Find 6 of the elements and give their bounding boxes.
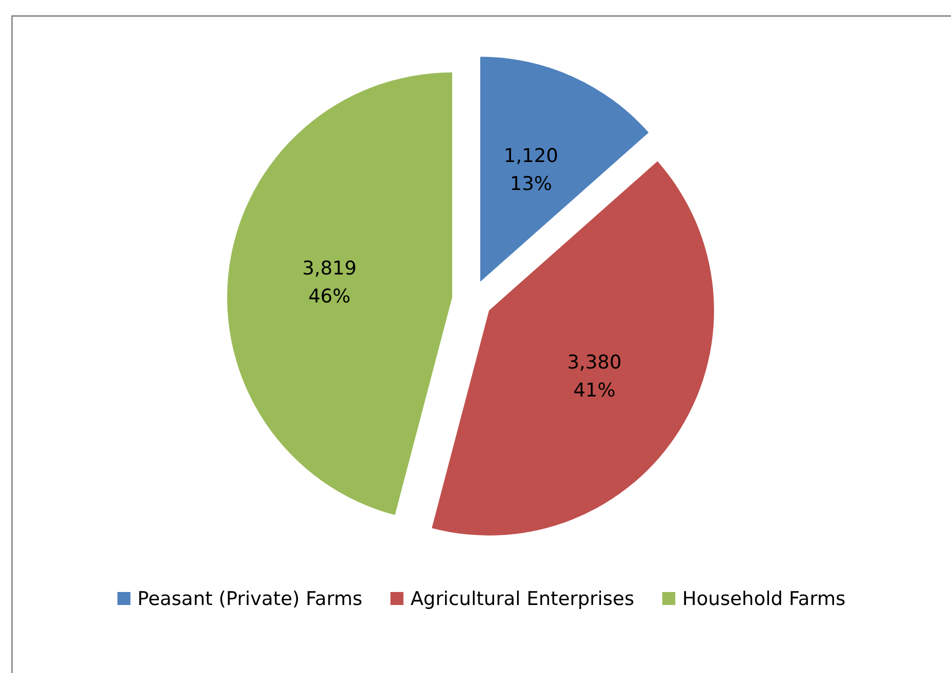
data-label: 3,819 46% [302,258,357,308]
data-label: 1,120 13% [504,144,558,195]
legend-label: Peasant (Private) Farms [137,588,362,610]
legend-label: Household Farms [682,588,846,610]
legend-label: Agricultural Enterprises [410,588,634,610]
data-label: 3,380 41% [567,351,622,402]
